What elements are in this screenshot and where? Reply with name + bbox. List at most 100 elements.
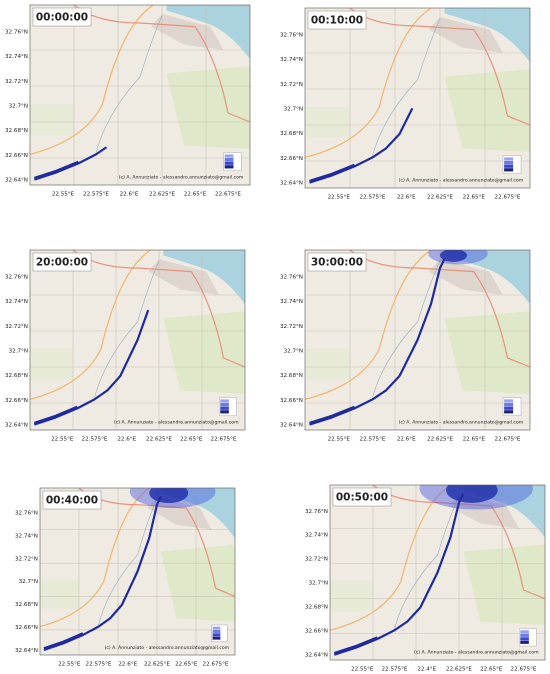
road bbox=[30, 250, 151, 400]
legend-swatch bbox=[224, 161, 234, 165]
lon-tick-label: 22.575°E bbox=[83, 192, 109, 198]
lat-tick-label: 32.72°N bbox=[5, 324, 28, 330]
time-box bbox=[42, 490, 102, 510]
lat-tick-label: 32.7°N bbox=[9, 103, 28, 109]
green-area bbox=[40, 579, 79, 609]
credit: (c) A. Annunziato - alessandro.annunziat… bbox=[119, 174, 244, 180]
map-frame bbox=[29, 249, 246, 431]
flood-line bbox=[309, 405, 355, 425]
sea bbox=[160, 488, 235, 539]
lon-tick-label: 22.625°E bbox=[427, 437, 453, 443]
lat-tick-label: 32.76°N bbox=[5, 30, 28, 36]
lon-tick-label: 22.55°E bbox=[328, 195, 351, 201]
flood-line bbox=[43, 495, 162, 652]
river bbox=[394, 495, 460, 629]
time-box bbox=[332, 487, 392, 507]
lat-tick-label: 32.66°N bbox=[15, 625, 38, 631]
lat-tick-label: 32.76°N bbox=[5, 275, 28, 281]
legend-swatch bbox=[504, 168, 514, 172]
lon-tick-label: 22.625°E bbox=[149, 192, 175, 198]
map-panel: 00:50:00 (c) A. Annunziato - alessandro.a… bbox=[305, 484, 546, 673]
lat-tick-label: 32.66°N bbox=[280, 398, 303, 404]
legend-swatch bbox=[224, 154, 234, 158]
lon-tick-label: 22.4°E bbox=[417, 667, 436, 673]
lat-tick-label: 32.72°N bbox=[305, 557, 328, 563]
legend-swatch bbox=[220, 410, 229, 414]
river bbox=[95, 15, 163, 153]
legend-swatch bbox=[504, 157, 514, 161]
lat-tick-label: 32.7°N bbox=[284, 348, 303, 354]
time-label: 00:40:00 bbox=[46, 495, 98, 507]
lat-tick-label: 32.7°N bbox=[9, 348, 28, 354]
city bbox=[428, 17, 503, 53]
legend-swatch bbox=[212, 636, 221, 640]
lat-tick-label: 32.64°N bbox=[5, 422, 28, 428]
lon-tick-label: 22.65°E bbox=[175, 662, 198, 668]
flood-plume bbox=[149, 488, 189, 504]
lon-tick-label: 22.55°E bbox=[328, 437, 351, 443]
lon-tick-label: 22.55°E bbox=[52, 192, 75, 198]
green-area bbox=[160, 544, 235, 622]
lon-tick-label: 22.625°E bbox=[144, 662, 170, 668]
lon-tick-label: 22.65°E bbox=[180, 437, 203, 443]
map-panel: 30:00:00 (c) A. Annunziato - alessandro.a… bbox=[280, 249, 531, 443]
legend-swatch bbox=[504, 406, 514, 410]
road bbox=[305, 250, 432, 400]
flood-line bbox=[34, 160, 79, 180]
sea bbox=[166, 5, 250, 59]
lat-tick-label: 32.74°N bbox=[5, 299, 28, 305]
lon-tick-label: 22.575°E bbox=[360, 195, 386, 201]
legend-swatch bbox=[212, 626, 221, 630]
flood-line bbox=[43, 632, 84, 650]
legend-swatch bbox=[504, 399, 514, 403]
lon-tick-label: 22.55°E bbox=[51, 437, 74, 443]
lon-tick-label: 22.675°E bbox=[495, 195, 521, 201]
flood-plume bbox=[440, 250, 467, 262]
flood-line bbox=[33, 309, 150, 426]
green-area bbox=[330, 581, 373, 611]
time-box bbox=[32, 7, 92, 27]
map-panel: 00:40:00 (c) A. Annunziato - alessandro.a… bbox=[15, 487, 236, 668]
map-panel: 00:00:00 (c) A. Annunziato - alessandro.a… bbox=[5, 4, 251, 198]
lat-tick-label: 32.64°N bbox=[305, 653, 328, 659]
legend-swatch bbox=[520, 637, 529, 641]
sea bbox=[163, 250, 245, 304]
lon-tick-label: 22.6°E bbox=[120, 192, 139, 198]
flood-line bbox=[309, 163, 355, 183]
lat-tick-label: 32.64°N bbox=[5, 177, 28, 183]
lon-tick-label: 22.65°E bbox=[463, 195, 486, 201]
flood-line bbox=[34, 146, 108, 181]
lat-tick-label: 32.7°N bbox=[284, 106, 303, 112]
lat-tick-label: 32.74°N bbox=[280, 299, 303, 305]
time-label: 30:00:00 bbox=[311, 257, 363, 269]
lon-tick-label: 22.6°E bbox=[397, 195, 416, 201]
map-frame bbox=[304, 7, 531, 189]
credit: (c) A. Annunziato - alessandro.annunziat… bbox=[399, 419, 524, 425]
legend-swatch bbox=[220, 406, 229, 410]
lon-tick-label: 22.675°E bbox=[211, 437, 237, 443]
lat-tick-label: 32.72°N bbox=[280, 324, 303, 330]
lat-tick-label: 32.68°N bbox=[280, 131, 303, 137]
road bbox=[73, 5, 250, 123]
credit: (c) A. Annunziato - alessandro.annunziat… bbox=[114, 419, 239, 425]
lat-tick-label: 32.74°N bbox=[280, 57, 303, 63]
river bbox=[98, 497, 158, 626]
flood-line bbox=[333, 636, 378, 655]
time-box bbox=[307, 10, 367, 30]
lon-tick-label: 22.625°E bbox=[446, 667, 472, 673]
river bbox=[372, 260, 441, 398]
map-content bbox=[40, 488, 235, 655]
road bbox=[40, 488, 150, 628]
map-content bbox=[305, 8, 530, 188]
road bbox=[330, 485, 451, 631]
lat-tick-label: 32.68°N bbox=[305, 605, 328, 611]
legend-swatch bbox=[504, 161, 514, 165]
green-area bbox=[444, 311, 530, 394]
green-area bbox=[463, 544, 545, 625]
road bbox=[30, 5, 154, 155]
legend-swatch bbox=[224, 158, 234, 162]
credit: (c) A. Annunziato - alessandro.annunziat… bbox=[414, 650, 539, 656]
green-area bbox=[163, 311, 245, 394]
map-panel: 00:10:00 (c) A. Annunziato - alessandro.a… bbox=[280, 7, 531, 201]
lat-tick-label: 32.68°N bbox=[5, 128, 28, 134]
